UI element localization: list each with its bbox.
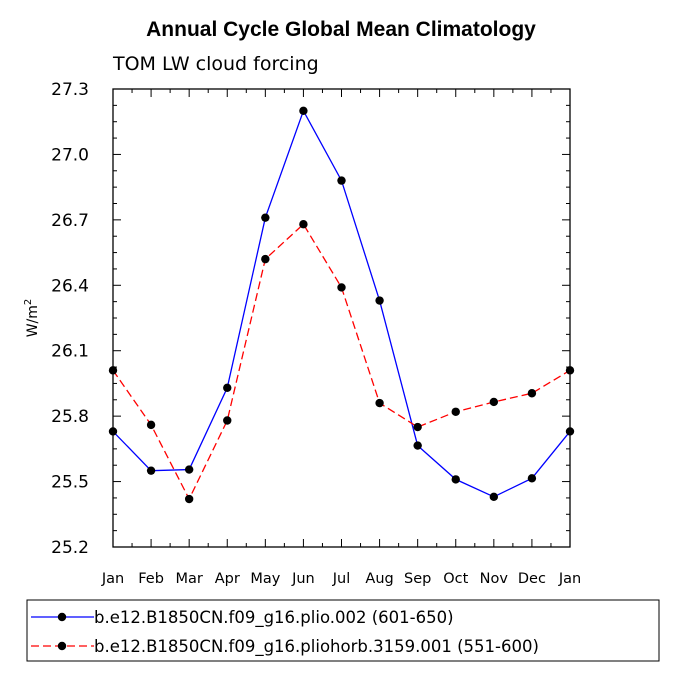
legend-label: b.e12.B1850CN.f09_g16.plio.002 (601-650) [94, 608, 454, 628]
y-axis-label: W/m2 [23, 299, 41, 338]
legend-item-1: b.e12.B1850CN.f09_g16.plio.002 (601-650) [31, 608, 454, 628]
series-1-point [299, 106, 308, 116]
x-tick-label: Feb [138, 571, 164, 587]
series-2-point [337, 283, 346, 292]
x-tick-label: Jul [332, 571, 351, 587]
x-tick-label: Sep [404, 571, 431, 587]
series-1-point [565, 427, 575, 436]
x-tick-label: Jan [101, 571, 124, 587]
legend: b.e12.B1850CN.f09_g16.plio.002 (601-650)… [31, 608, 539, 657]
series-2-point [108, 366, 118, 375]
y-tick-label: 25.5 [51, 473, 89, 493]
series-1-point [223, 383, 232, 392]
series-2-point [489, 397, 499, 407]
series-2-point [375, 398, 384, 408]
series-2-point [565, 366, 575, 375]
y-tick-label: 25.2 [51, 538, 89, 558]
series-2-point [261, 254, 270, 264]
legend-box [26, 599, 660, 662]
x-tick-label: May [250, 571, 280, 587]
x-tick-label: Jun [291, 571, 315, 587]
series-1-point [527, 474, 537, 483]
series-2-point [146, 420, 156, 430]
series-1-point [261, 213, 270, 222]
chart-subtitle: TOM LW cloud forcing [112, 53, 319, 75]
legend-item-2: b.e12.B1850CN.f09_g16.pliohorb.3159.001 … [31, 637, 539, 657]
y-tick-label: 27.3 [51, 80, 89, 100]
x-tick-label: Jan [558, 571, 581, 587]
series-1-point [337, 176, 346, 185]
series-1-point [451, 475, 460, 484]
series-2-point [527, 389, 537, 398]
y-tick-labels: 25.2 25.5 25.8 26.1 26.4 26.7 27.0 27.3 [51, 80, 89, 558]
legend-swatch-marker [57, 612, 67, 622]
y-tick-label: 26.1 [51, 342, 89, 362]
x-tick-label: Aug [365, 571, 393, 587]
y-axis-label-base: W/m [25, 305, 41, 337]
x-tick-label: Apr [215, 571, 240, 587]
legend-label: b.e12.B1850CN.f09_g16.pliohorb.3159.001 … [94, 637, 539, 657]
series-1-point [108, 427, 118, 436]
x-tick-label: Mar [175, 571, 202, 587]
series-lines [112, 109, 571, 501]
axis-ticks [112, 88, 571, 548]
x-tick-label: Oct [443, 571, 468, 587]
y-axis-label-superscript: 2 [23, 299, 34, 305]
series-2-point [299, 220, 308, 229]
series-1-point [489, 492, 499, 502]
legend-swatch-marker [57, 641, 67, 651]
y-tick-label: 27.0 [51, 145, 89, 165]
y-tick-label: 26.7 [51, 211, 89, 231]
series-1-point [146, 466, 156, 475]
series-1-point [375, 296, 384, 305]
x-tick-label: Nov [480, 571, 509, 587]
x-tick-label: Dec [518, 571, 546, 587]
plot-area-frame [112, 88, 571, 548]
series-line-1 [112, 109, 571, 498]
chart-title: Annual Cycle Global Mean Climatology [146, 18, 536, 41]
series-line-2 [112, 223, 571, 501]
y-tick-label: 26.4 [51, 276, 89, 296]
series-1-point [413, 441, 422, 450]
x-tick-labels: Jan Feb Mar Apr May Jun Jul Aug Sep Oct Nov Dec Jan [101, 571, 581, 587]
y-tick-label: 25.8 [51, 407, 89, 427]
series-2-point [184, 494, 194, 504]
series-2-point [413, 422, 422, 432]
series-2-point [223, 416, 232, 425]
series-markers [108, 106, 575, 504]
series-1-point [184, 465, 194, 474]
series-2-point [451, 407, 460, 416]
